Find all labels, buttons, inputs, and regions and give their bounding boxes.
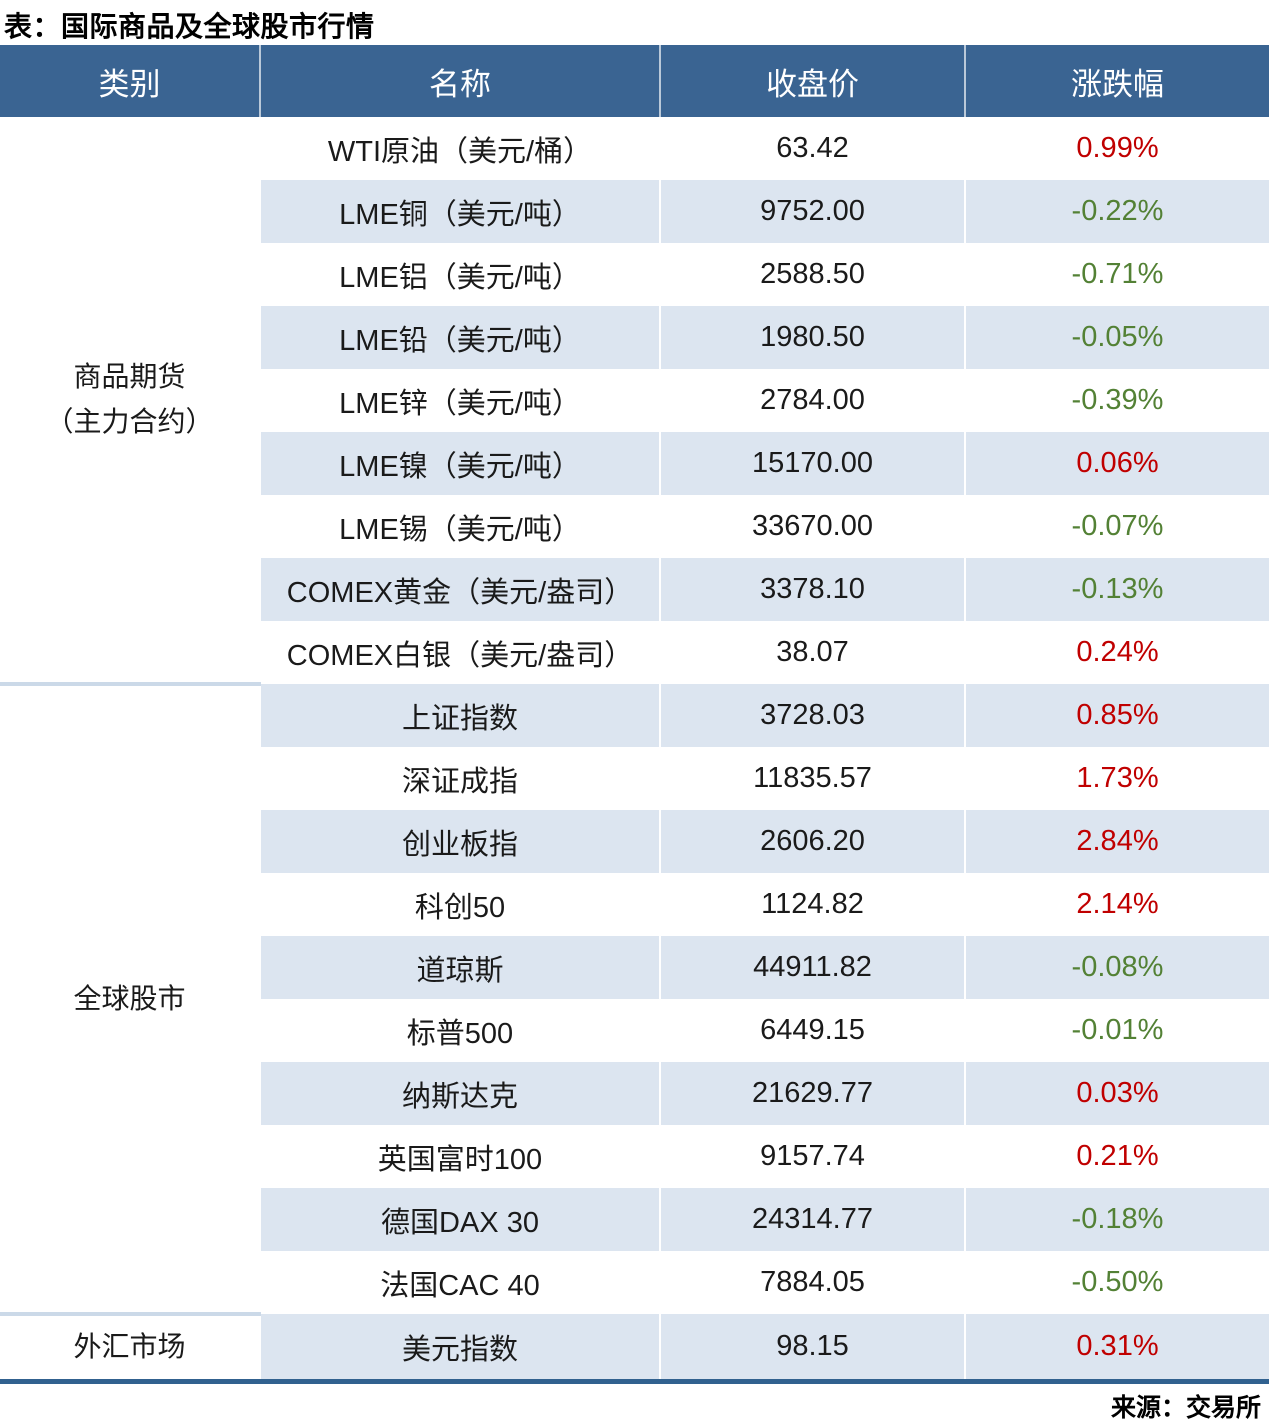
close-cell: 2588.50 — [659, 243, 965, 306]
close-cell: 38.07 — [659, 621, 965, 684]
page-title: 表：国际商品及全球股市行情 — [4, 11, 375, 42]
change-cell: -0.08% — [964, 936, 1269, 999]
change-cell: -0.01% — [964, 999, 1269, 1062]
change-cell: 0.24% — [964, 621, 1269, 684]
change-cell: 2.84% — [964, 810, 1269, 873]
change-cell: -0.71% — [964, 243, 1269, 306]
header-row: 类别 名称 收盘价 涨跌幅 — [0, 45, 1269, 117]
name-cell: 道琼斯 — [259, 936, 660, 999]
close-cell: 3728.03 — [659, 684, 965, 747]
table-row: 科创50 1124.82 2.14% — [0, 873, 1269, 936]
column-header-name: 名称 — [259, 45, 660, 117]
column-header-change: 涨跌幅 — [964, 45, 1269, 117]
change-cell: 0.99% — [964, 117, 1269, 180]
close-cell: 98.15 — [659, 1314, 965, 1382]
table-row: 外汇市场 美元指数 98.15 0.31% — [0, 1312, 1269, 1382]
change-cell: -0.13% — [964, 558, 1269, 621]
name-cell: 上证指数 — [259, 684, 660, 747]
table-body: 商品期货 （主力合约） WTI原油（美元/桶） 63.42 0.99% LME铜（美元/吨… — [0, 117, 1269, 1382]
table-row: 标普500 6449.15 -0.01% — [0, 999, 1269, 1062]
table-row: 德国DAX 30 24314.77 -0.18% — [0, 1188, 1269, 1251]
name-cell: LME铝（美元/吨） — [259, 243, 660, 306]
change-cell: 0.21% — [964, 1125, 1269, 1188]
name-cell: COMEX白银（美元/盎司） — [259, 621, 660, 684]
close-cell: 21629.77 — [659, 1062, 965, 1125]
close-cell: 7884.05 — [659, 1251, 965, 1314]
category-label-line: 外汇市场 — [73, 1331, 186, 1363]
name-cell: 创业板指 — [259, 810, 660, 873]
change-cell: 0.06% — [964, 432, 1269, 495]
category-label-line: 商品期货 — [73, 360, 186, 392]
name-cell: 英国富时100 — [259, 1125, 660, 1188]
name-cell: 德国DAX 30 — [259, 1188, 660, 1251]
change-cell: -0.50% — [964, 1251, 1269, 1314]
category-cell: 外汇市场 — [0, 1312, 260, 1382]
category-label-line: 全球股市 — [73, 982, 186, 1014]
table-row: LME镍（美元/吨） 15170.00 0.06% — [0, 432, 1269, 495]
close-cell: 15170.00 — [659, 432, 965, 495]
table-row: LME铝（美元/吨） 2588.50 -0.71% — [0, 243, 1269, 306]
close-cell: 3378.10 — [659, 558, 965, 621]
name-cell: 深证成指 — [259, 747, 660, 810]
table-row: LME铜（美元/吨） 9752.00 -0.22% — [0, 180, 1269, 243]
change-cell: -0.05% — [964, 306, 1269, 369]
table-row: 法国CAC 40 7884.05 -0.50% — [0, 1251, 1269, 1314]
close-cell: 63.42 — [659, 117, 965, 180]
close-cell: 44911.82 — [659, 936, 965, 999]
close-cell: 2606.20 — [659, 810, 965, 873]
close-cell: 1124.82 — [659, 873, 965, 936]
close-cell: 24314.77 — [659, 1188, 965, 1251]
category-cell: 商品期货 （主力合约） — [0, 117, 260, 684]
name-cell: COMEX黄金（美元/盎司） — [259, 558, 660, 621]
column-header-close: 收盘价 — [659, 45, 965, 117]
close-cell: 6449.15 — [659, 999, 965, 1062]
change-cell: -0.22% — [964, 180, 1269, 243]
category-cell: 全球股市 — [0, 682, 260, 1314]
change-cell: 1.73% — [964, 747, 1269, 810]
column-header-category: 类别 — [0, 45, 260, 117]
name-cell: 标普500 — [259, 999, 660, 1062]
change-cell: -0.18% — [964, 1188, 1269, 1251]
change-cell: -0.07% — [964, 495, 1269, 558]
change-cell: -0.39% — [964, 369, 1269, 432]
name-cell: WTI原油（美元/桶） — [259, 117, 660, 180]
name-cell: LME铜（美元/吨） — [259, 180, 660, 243]
name-cell: LME镍（美元/吨） — [259, 432, 660, 495]
close-cell: 9157.74 — [659, 1125, 965, 1188]
name-cell: 法国CAC 40 — [259, 1251, 660, 1314]
change-cell: 0.31% — [964, 1314, 1269, 1382]
name-cell: 纳斯达克 — [259, 1062, 660, 1125]
close-cell: 9752.00 — [659, 180, 965, 243]
market-table: 类别 名称 收盘价 涨跌幅 商品期货 （主力合约） WTI原油（美元/桶） 63.42… — [0, 45, 1269, 1384]
change-cell: 2.14% — [964, 873, 1269, 936]
table-row: 创业板指 2606.20 2.84% — [0, 810, 1269, 873]
name-cell: 科创50 — [259, 873, 660, 936]
table-row: LME锌（美元/吨） 2784.00 -0.39% — [0, 369, 1269, 432]
name-cell: LME锌（美元/吨） — [259, 369, 660, 432]
change-cell: 0.03% — [964, 1062, 1269, 1125]
source-note: 来源：交易所 — [1110, 1394, 1261, 1422]
table-row: 道琼斯 44911.82 -0.08% — [0, 936, 1269, 999]
table-row: COMEX白银（美元/盎司） 38.07 0.24% — [0, 621, 1269, 684]
close-cell: 1980.50 — [659, 306, 965, 369]
name-cell: LME锡（美元/吨） — [259, 495, 660, 558]
table-row: LME铅（美元/吨） 1980.50 -0.05% — [0, 306, 1269, 369]
change-cell: 0.85% — [964, 684, 1269, 747]
name-cell: 美元指数 — [259, 1314, 660, 1382]
close-cell: 2784.00 — [659, 369, 965, 432]
table-row: LME锡（美元/吨） 33670.00 -0.07% — [0, 495, 1269, 558]
table-row: 深证成指 11835.57 1.73% — [0, 747, 1269, 810]
table-row: 纳斯达克 21629.77 0.03% — [0, 1062, 1269, 1125]
table-row: COMEX黄金（美元/盎司） 3378.10 -0.13% — [0, 558, 1269, 621]
table-row: 全球股市 上证指数 3728.03 0.85% — [0, 682, 1269, 1314]
name-cell: LME铅（美元/吨） — [259, 306, 660, 369]
close-cell: 33670.00 — [659, 495, 965, 558]
table-row: 英国富时100 9157.74 0.21% — [0, 1125, 1269, 1188]
table-header: 类别 名称 收盘价 涨跌幅 — [0, 45, 1269, 117]
table-row: 商品期货 （主力合约） WTI原油（美元/桶） 63.42 0.99% — [0, 117, 1269, 684]
close-cell: 11835.57 — [659, 747, 965, 810]
category-label-line: （主力合约） — [45, 405, 214, 437]
